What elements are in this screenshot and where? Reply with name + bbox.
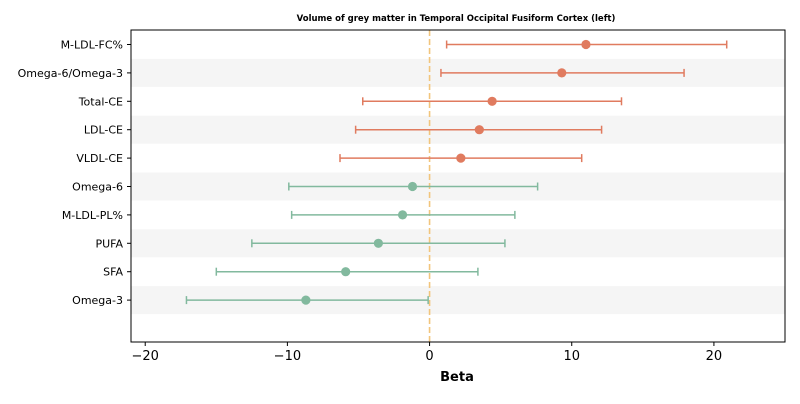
y-tick-label: PUFA	[95, 237, 123, 250]
y-tick-label: Omega-6	[72, 181, 123, 194]
y-tick-label: SFA	[103, 266, 123, 279]
estimate-point	[341, 267, 351, 277]
estimate-point	[373, 238, 383, 248]
estimate-point	[301, 295, 311, 305]
estimate-point	[581, 39, 591, 50]
estimate-point	[487, 96, 497, 106]
estimate-point	[474, 125, 484, 135]
x-tick-label: 10	[563, 349, 580, 364]
y-axis: M-LDL-FC% Omega-6/Omega-3 Total-CE LDL-CE VL…	[18, 39, 131, 307]
x-axis: −20 −10 0 10 20	[131, 342, 722, 364]
estimate-point	[557, 68, 567, 78]
estimate-point	[407, 181, 418, 192]
estimate-point	[456, 153, 466, 163]
y-tick-label: Omega-3	[72, 294, 123, 307]
chart-title: Volume of grey matter in Temporal Occipi…	[297, 14, 616, 24]
y-tick-label: VLDL-CE	[76, 152, 123, 165]
y-tick-label: M-LDL-PL%	[62, 209, 123, 222]
x-tick-label: −10	[274, 349, 301, 364]
y-tick-label: M-LDL-FC%	[61, 39, 123, 52]
y-tick-label: LDL-CE	[84, 124, 123, 137]
y-tick-label: Total-CE	[78, 95, 123, 108]
x-axis-label: Beta	[440, 370, 474, 385]
x-tick-label: 20	[706, 349, 723, 364]
x-tick-label: 0	[425, 349, 433, 364]
data-marks	[185, 39, 728, 305]
x-tick-label: −20	[131, 349, 158, 364]
y-tick-label: Omega-6/Omega-3	[18, 67, 123, 80]
estimate-point	[397, 210, 408, 220]
